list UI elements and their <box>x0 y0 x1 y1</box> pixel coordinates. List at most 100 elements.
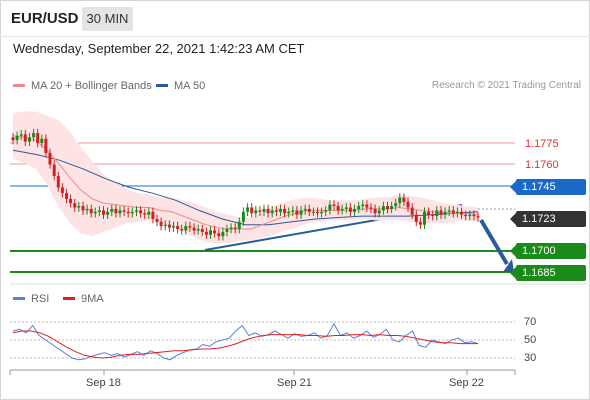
candle-body <box>81 206 85 211</box>
candle-body <box>357 206 361 209</box>
rsi-legend: RSI 9MA <box>13 293 213 307</box>
candle-body <box>241 211 245 222</box>
candle-body <box>406 201 410 208</box>
candle-body <box>316 211 319 214</box>
legend-item-9ma: 9MA <box>63 293 104 305</box>
candle-body <box>192 227 196 231</box>
candle-body <box>188 226 192 228</box>
candle-body <box>114 208 118 214</box>
candle-body <box>32 133 36 138</box>
candle-body <box>320 211 324 214</box>
candle-body <box>307 208 311 212</box>
credit-text: Research © 2021 Trading Central <box>431 80 581 91</box>
ma9-swatch-icon <box>63 296 75 300</box>
timeframe-button[interactable]: 30 MIN <box>82 7 133 31</box>
candle-body <box>36 133 40 143</box>
x-label-sep22: Sep 22 <box>449 377 484 389</box>
candle-body <box>451 210 455 214</box>
candle-body <box>246 207 250 212</box>
candle-body <box>279 208 282 212</box>
candle-body <box>48 153 52 165</box>
candle-body <box>73 203 77 208</box>
candle-body <box>270 210 274 214</box>
candle-body <box>69 198 73 204</box>
candle-body <box>213 230 217 234</box>
candle-body <box>217 233 221 237</box>
candle-body <box>390 206 394 209</box>
price-label-1685: 1.1685 <box>510 265 586 281</box>
x-label-sep18: Sep 18 <box>86 377 121 389</box>
candle-body <box>15 135 19 141</box>
candle-body <box>464 214 468 217</box>
x-label-sep21: Sep 21 <box>277 377 312 389</box>
candle-body <box>377 210 381 214</box>
candle-body <box>418 221 422 225</box>
candle-body <box>93 211 97 214</box>
candle-body <box>167 224 171 228</box>
candle-body <box>303 208 307 211</box>
candle-body <box>196 229 200 231</box>
price-label-1775: 1.1775 <box>525 138 559 150</box>
candle-body <box>295 210 299 215</box>
candle-body <box>151 211 155 219</box>
candle-body <box>381 206 385 211</box>
candle-body <box>130 211 134 214</box>
candle-body <box>200 229 204 232</box>
candle-body <box>135 210 138 212</box>
candle-body <box>139 210 143 214</box>
legend-item-ma50: MA 50 <box>156 80 205 92</box>
ma20-line <box>12 135 479 230</box>
candle-body <box>266 208 270 214</box>
candle-body <box>287 211 291 214</box>
candle-body <box>118 210 122 214</box>
candle-body <box>431 214 435 217</box>
legend-label-ma20: MA 20 + Bollinger Bands <box>31 80 152 92</box>
candle-body <box>11 137 15 141</box>
candle-body <box>460 211 463 215</box>
legend-label-9ma: 9MA <box>81 293 104 305</box>
candle-body <box>365 204 369 208</box>
ma50-swatch-icon <box>156 83 168 87</box>
candle-body <box>472 214 476 217</box>
candle-body <box>332 204 336 206</box>
bollinger-band <box>13 111 478 244</box>
candle-body <box>147 211 151 215</box>
ma50-line <box>12 149 479 226</box>
candle-body <box>229 227 233 229</box>
candle-body <box>122 210 126 212</box>
candle-body <box>250 207 254 214</box>
moving-averages <box>12 135 479 230</box>
candle-body <box>44 138 48 153</box>
candle-body <box>369 207 373 209</box>
candle-body <box>435 210 439 217</box>
candle-body <box>85 208 89 211</box>
candle-body <box>468 214 472 217</box>
candle-body <box>328 204 332 211</box>
candle-body <box>373 208 377 214</box>
candle-body <box>386 206 389 209</box>
candle-body <box>221 231 225 237</box>
direction-arrow-shaft <box>479 218 509 266</box>
legend-item-rsi: RSI <box>13 293 49 305</box>
candle-body <box>102 210 105 215</box>
candle-body <box>19 134 23 136</box>
candle-body <box>311 211 315 213</box>
bollinger-band-fill <box>13 111 478 244</box>
header-divider <box>0 36 590 37</box>
candle-body <box>353 208 356 212</box>
candle-body <box>65 193 68 199</box>
header-bar: EUR/USD 30 MIN <box>0 0 590 36</box>
candle-body <box>23 134 27 142</box>
candle-body <box>414 214 418 222</box>
candle-body <box>110 208 114 212</box>
candle-body <box>172 226 175 228</box>
rsi-tick-70: 70 <box>524 316 537 328</box>
timestamp: Wednesday, September 22, 2021 1:42:23 AM… <box>13 41 305 56</box>
legend-item-ma20: MA 20 + Bollinger Bands <box>13 80 152 92</box>
candle-body <box>176 226 180 229</box>
candle-body <box>209 230 212 235</box>
rsi-9ma-line <box>12 330 478 359</box>
candle-body <box>254 210 258 214</box>
candle-body <box>258 210 262 212</box>
